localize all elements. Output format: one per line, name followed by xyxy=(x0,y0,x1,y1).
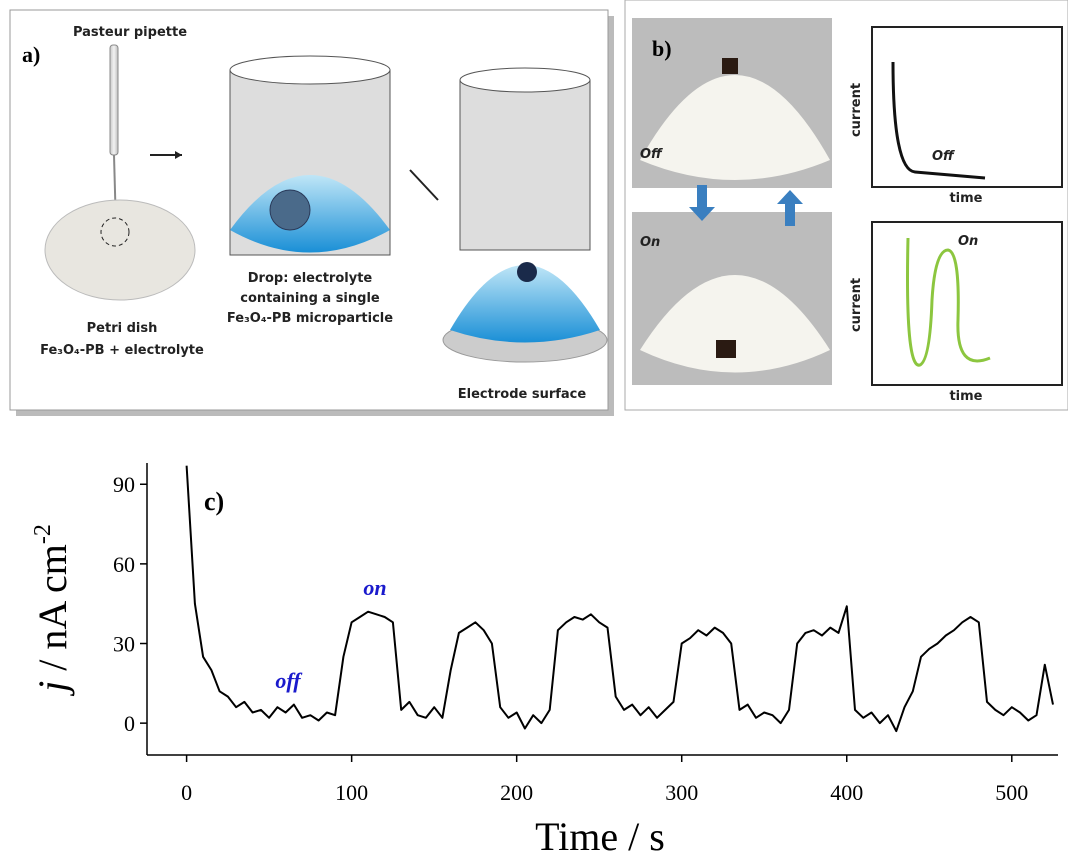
x-tick-label: 500 xyxy=(995,780,1028,805)
particle xyxy=(269,189,311,231)
particle xyxy=(517,262,537,282)
chart: 0 100 200 300 400 500 0 30 60 90 xyxy=(113,463,1058,805)
drop-photo xyxy=(640,275,830,373)
label: Electrode surface xyxy=(458,387,587,402)
label: On xyxy=(640,235,660,250)
particle xyxy=(716,340,736,358)
label: Petri dish xyxy=(87,321,158,336)
curve xyxy=(906,237,991,367)
drop xyxy=(450,265,600,343)
arrow xyxy=(409,169,439,201)
arrow-head xyxy=(175,151,182,159)
petri-dish xyxy=(44,199,196,301)
x-tick-label: 400 xyxy=(830,780,863,805)
x-tick-label: 0 xyxy=(181,780,192,805)
label: containing a single xyxy=(240,291,380,306)
annotation: on xyxy=(363,575,386,600)
panel-label: b) xyxy=(652,36,672,61)
drop-photo xyxy=(640,75,830,180)
label: Pasteur pipette xyxy=(73,25,187,40)
curve xyxy=(891,61,986,180)
y-axis-label-sup: -2 xyxy=(30,524,56,544)
arrow xyxy=(689,185,715,221)
pipette xyxy=(109,44,119,156)
y-axis-label-italic: j xyxy=(30,681,75,697)
x-tick-label: 200 xyxy=(500,780,533,805)
dish-circle xyxy=(100,217,130,247)
arrow xyxy=(777,190,803,226)
label: Off xyxy=(640,147,663,162)
x-tick-label: 100 xyxy=(335,780,368,805)
x-axis-label: Time / s xyxy=(535,814,665,859)
label: Fe₃O₄-PB + electrolyte xyxy=(40,343,204,358)
y-tick-label: 0 xyxy=(124,711,135,736)
cylinder xyxy=(459,79,591,251)
label: Off xyxy=(932,149,955,164)
particle xyxy=(722,58,738,74)
label: time xyxy=(949,389,982,404)
panel-label: c) xyxy=(204,487,224,516)
annotation: off xyxy=(275,668,303,693)
label: current xyxy=(849,278,864,332)
panel-label: a) xyxy=(22,42,40,67)
cylinder-top xyxy=(229,55,391,85)
y-axis-label: j / nA cm-2 xyxy=(30,524,75,697)
label: current xyxy=(849,83,864,137)
y-axis-label-text: / nA cm xyxy=(30,544,75,681)
y-tick-label: 30 xyxy=(113,632,135,657)
y-tick-label: 60 xyxy=(113,552,135,577)
label: time xyxy=(949,191,982,206)
label: Drop: electrolyte xyxy=(248,271,373,286)
data-line xyxy=(185,465,1054,733)
cylinder-top xyxy=(459,67,591,93)
x-tick-label: 300 xyxy=(665,780,698,805)
label: On xyxy=(958,234,978,249)
label: Fe₃O₄-PB microparticle xyxy=(227,311,393,326)
y-tick-label: 90 xyxy=(113,472,135,497)
graph-box xyxy=(871,26,1063,188)
